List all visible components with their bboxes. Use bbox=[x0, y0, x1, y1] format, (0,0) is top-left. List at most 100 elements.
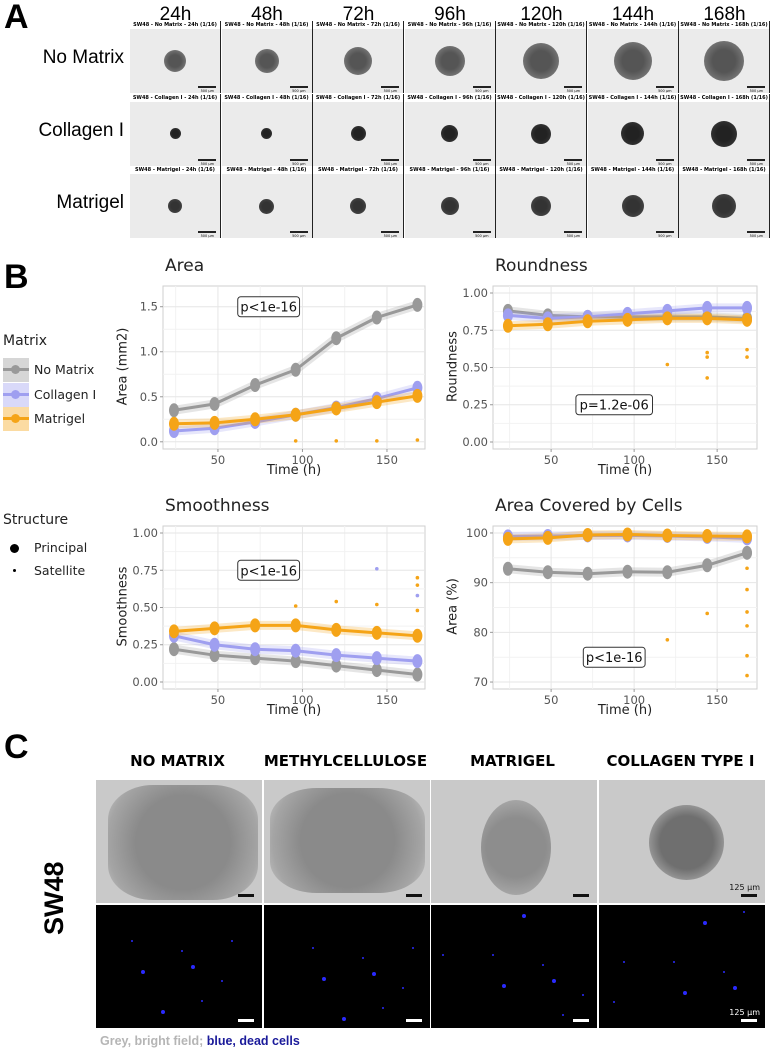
panel-label-a: A bbox=[4, 0, 29, 36]
dead-cell-dot bbox=[623, 961, 625, 963]
data-point bbox=[290, 654, 301, 669]
p-value-box bbox=[237, 559, 301, 581]
row-label: No Matrix bbox=[42, 47, 124, 68]
x-tick-label: 150 bbox=[706, 453, 728, 467]
scale-bar bbox=[655, 158, 674, 161]
column-header-time: 48h bbox=[251, 4, 283, 25]
scale-bar bbox=[472, 231, 491, 233]
data-point bbox=[742, 545, 753, 560]
bright-field-image bbox=[96, 780, 262, 903]
data-point bbox=[742, 300, 753, 315]
dead-cell-dot bbox=[492, 954, 494, 956]
data-point bbox=[209, 648, 220, 663]
scale-bar bbox=[289, 86, 308, 88]
dead-cell-dot bbox=[522, 914, 526, 918]
fluorescence-image: 125 µm bbox=[599, 905, 765, 1028]
cell-line-label: SW48 bbox=[39, 861, 69, 935]
y-tick-label: 0.75 bbox=[132, 563, 158, 577]
data-point bbox=[542, 317, 553, 332]
spheroid bbox=[523, 43, 559, 79]
x-axis-label: Time (h) bbox=[266, 463, 322, 478]
data-point bbox=[412, 628, 423, 643]
satellite-point bbox=[334, 599, 339, 604]
scale-bar bbox=[747, 86, 765, 88]
timecourse-image: SW48 - No Matrix - 120h (1/16) 500 µm bbox=[496, 21, 587, 93]
data-point bbox=[250, 618, 261, 633]
timecourse-image: SW48 - Matrigel - 144h (1/16) 500 µm bbox=[587, 166, 679, 238]
y-tick-label: 1.00 bbox=[132, 526, 158, 540]
scale-bar bbox=[564, 86, 582, 88]
y-tick-label: 80 bbox=[473, 625, 488, 639]
y-tick-label: 0.5 bbox=[140, 390, 158, 404]
image-caption: SW48 - No Matrix - 48h (1/16) bbox=[221, 21, 312, 29]
column-header-condition: MATRIGEL bbox=[470, 752, 555, 770]
x-tick-label: 100 bbox=[623, 453, 645, 467]
scale-bar-label: 500 µm bbox=[475, 234, 489, 238]
dead-cell-dot bbox=[161, 1010, 165, 1014]
timecourse-image: SW48 - Collagen I - 72h (1/16) 500 µm bbox=[313, 93, 404, 166]
image-caption: SW48 - No Matrix - 144h (1/16) bbox=[587, 21, 678, 29]
scale-bar bbox=[655, 231, 674, 233]
scale-bar bbox=[381, 86, 399, 88]
fluorescence-image bbox=[431, 905, 597, 1028]
legend-label: Matrigel bbox=[34, 411, 86, 426]
scale-bar-label: 500 µm bbox=[292, 234, 306, 238]
satellite-point bbox=[745, 624, 749, 628]
p-value-label: p<1e-16 bbox=[240, 564, 297, 579]
data-point bbox=[331, 331, 342, 346]
spheroid bbox=[169, 128, 181, 139]
dead-cell-dot bbox=[542, 964, 544, 966]
data-point bbox=[209, 415, 220, 430]
dead-cell-dot bbox=[362, 957, 364, 959]
data-point bbox=[582, 314, 593, 329]
data-point bbox=[662, 528, 673, 543]
data-point bbox=[371, 395, 382, 410]
spheroid bbox=[531, 196, 551, 216]
spheroid bbox=[261, 128, 272, 139]
column-header-time: 168h bbox=[703, 4, 746, 25]
satellite-point bbox=[745, 587, 749, 592]
spheroid bbox=[254, 49, 279, 73]
x-tick-label: 50 bbox=[544, 693, 559, 707]
image-caption: SW48 - Collagen I - 168h (1/16) bbox=[679, 93, 769, 102]
data-point bbox=[582, 527, 593, 542]
image-caption: SW48 - Collagen I - 144h (1/16) bbox=[587, 93, 678, 102]
timecourse-image: SW48 - Collagen I - 48h (1/16) 500 µm bbox=[221, 93, 313, 166]
large-dot-icon bbox=[10, 544, 19, 553]
scale-bar bbox=[741, 894, 757, 897]
y-tick-label: 0.00 bbox=[132, 675, 158, 689]
data-point bbox=[542, 565, 553, 580]
scale-bar bbox=[573, 1019, 589, 1022]
data-point bbox=[622, 564, 633, 579]
satellite-point bbox=[745, 673, 749, 678]
y-tick-label: 0.0 bbox=[140, 435, 158, 449]
timecourse-image: SW48 - Matrigel - 24h (1/16) 500 µm bbox=[130, 166, 221, 238]
scale-bar bbox=[406, 894, 422, 897]
small-dot-icon bbox=[13, 569, 16, 572]
scale-bar bbox=[472, 86, 491, 88]
scale-bar bbox=[406, 1019, 422, 1022]
data-point bbox=[250, 378, 261, 393]
image-caption: SW48 - Matrigel - 96h (1/16) bbox=[404, 166, 495, 174]
y-tick-label: 1.0 bbox=[140, 345, 158, 359]
satellite-point bbox=[745, 653, 749, 658]
timecourse-image: SW48 - Matrigel - 72h (1/16) 500 µm bbox=[313, 166, 404, 238]
scale-bar-label: 500 µm bbox=[292, 89, 306, 93]
data-point bbox=[622, 527, 633, 542]
scale-bar-label: 500 µm bbox=[200, 234, 214, 238]
scale-bar-label: 500 µm bbox=[658, 234, 672, 238]
image-caption: SW48 - Collagen I - 120h (1/16) bbox=[496, 93, 586, 102]
image-caption: SW48 - No Matrix - 120h (1/16) bbox=[496, 21, 586, 29]
y-tick-label: 0.00 bbox=[462, 435, 488, 449]
scale-bar bbox=[573, 894, 589, 897]
p-value-label: p=1.2e-06 bbox=[580, 399, 649, 414]
data-point bbox=[742, 312, 753, 327]
data-point bbox=[542, 530, 553, 545]
image-caption: SW48 - Collagen I - 72h (1/16) bbox=[313, 93, 403, 102]
spheroid bbox=[441, 125, 458, 142]
scale-bar-label: 500 µm bbox=[658, 161, 672, 166]
scale-bar-label: 500 µm bbox=[383, 89, 397, 93]
